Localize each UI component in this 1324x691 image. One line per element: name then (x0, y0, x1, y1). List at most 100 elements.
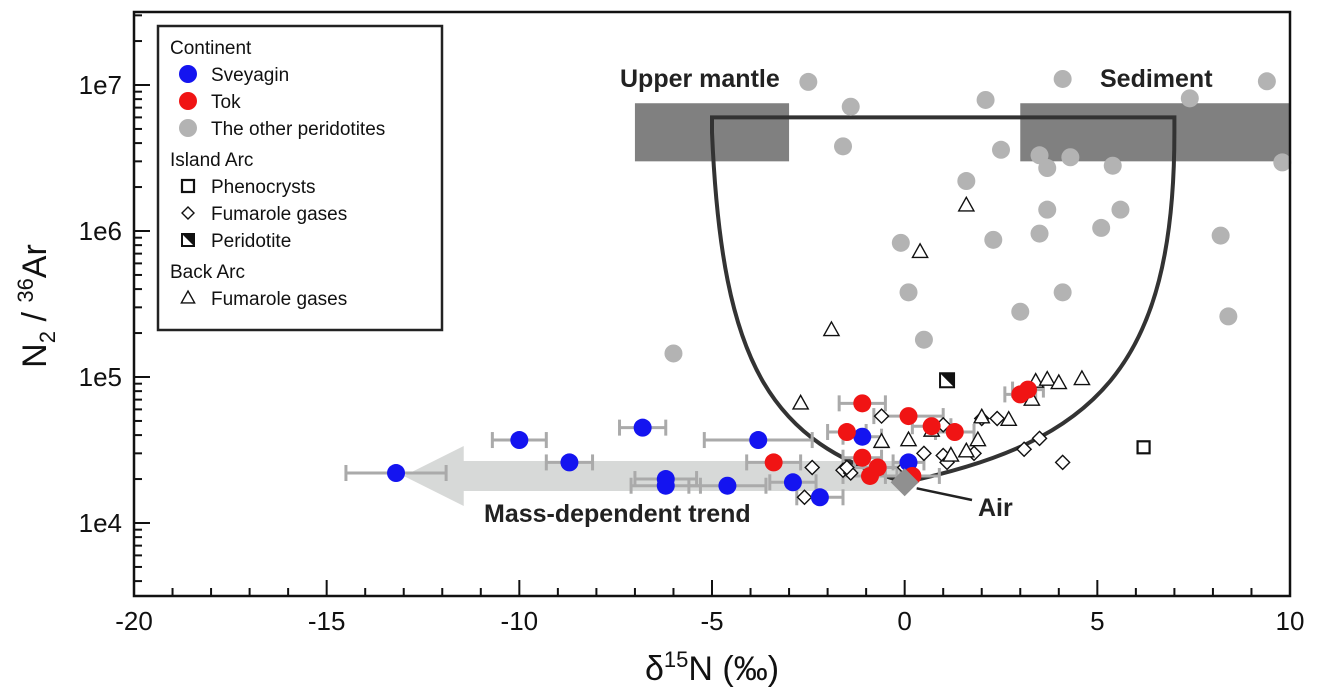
point-phenocrysts (1136, 440, 1151, 455)
legend-entry-label: Peridotite (211, 231, 291, 252)
point-the-other-peridotites (992, 140, 1010, 159)
y-axis-title-end: Ar (16, 244, 54, 278)
x-axis-title-main: N (‰) (688, 650, 779, 688)
point-peridotite-fill (940, 373, 955, 388)
legend-entry-label: Sveyagin (211, 65, 289, 86)
point-the-other-peridotites (1061, 148, 1080, 167)
air-label: Air (978, 494, 1013, 522)
point-tok (868, 458, 887, 477)
y-tick-label: 1e6 (79, 216, 122, 246)
legend-marker (179, 119, 197, 137)
point-fumarole-gases-back-arc (957, 441, 976, 458)
legend-marker (181, 206, 195, 220)
point-the-other-peridotites (891, 233, 910, 252)
point-tok (899, 407, 918, 426)
point-tok (764, 453, 783, 472)
point-the-other-peridotites (1038, 200, 1057, 219)
point-fumarole-gases (1054, 454, 1071, 471)
point-fumarole-gases-back-arc (969, 430, 987, 447)
upper-mantle-label: Upper mantle (620, 65, 780, 93)
point-sveyagin (387, 464, 406, 483)
point-fumarole-gases-back-arc (942, 446, 960, 462)
legend-marker-fill (182, 234, 194, 246)
x-tick-label: -5 (700, 606, 723, 636)
point-the-other-peridotites (957, 172, 976, 191)
point-the-other-peridotites (1219, 307, 1238, 326)
legend-entry-label: Fumarole gases (211, 289, 347, 310)
point-fumarole-gases (838, 459, 855, 476)
point-the-other-peridotites (834, 137, 853, 156)
point-fumarole-gases-back-arc (999, 410, 1018, 426)
point-fumarole-gases (989, 410, 1006, 427)
y-axis-title-mid: / (16, 303, 54, 331)
y-tick-label: 1e7 (79, 70, 122, 100)
point-the-other-peridotites (1053, 69, 1072, 88)
point-the-other-peridotites (1038, 159, 1057, 178)
y-axis-title-main: N (16, 343, 54, 368)
point-the-other-peridotites (1211, 226, 1230, 245)
point-fumarole-gases-back-arc (911, 242, 929, 259)
x-tick-label: 10 (1276, 606, 1305, 636)
y-axis-title-sub: 2 (35, 331, 60, 343)
point-fumarole-gases (1031, 430, 1048, 447)
legend-marker (180, 289, 196, 304)
point-sveyagin (899, 453, 918, 472)
point-the-other-peridotites (841, 97, 860, 116)
point-fumarole-gases-back-arc (899, 430, 918, 447)
sediment-region (1020, 103, 1290, 162)
point-the-other-peridotites (1103, 156, 1122, 175)
point-fumarole-gases (804, 459, 821, 476)
y-tick-label: 1e5 (79, 362, 122, 392)
point-the-other-peridotites (1180, 89, 1199, 108)
sediment-label: Sediment (1100, 65, 1213, 93)
ticks-layer: -20 -15 -10 -5 0 5 10 1e4 1e5 1e6 1e7 (79, 14, 1305, 636)
point-sveyagin (510, 431, 529, 450)
point-the-other-peridotites (1273, 153, 1292, 172)
point-fumarole-gases (796, 489, 813, 506)
point-fumarole-gases (873, 408, 890, 425)
point-tok (945, 423, 964, 442)
point-sveyagin (560, 453, 579, 472)
legend-group-title: Continent (170, 38, 252, 59)
x-tick-label: 5 (1090, 606, 1104, 636)
x-axis-title-sup: 15 (664, 647, 688, 672)
point-tok (1018, 380, 1037, 399)
point-the-other-peridotites (799, 72, 818, 91)
point-the-other-peridotites (664, 344, 683, 363)
point-fumarole-gases-back-arc (972, 407, 991, 424)
point-tok (837, 423, 856, 442)
x-tick-label: 0 (897, 606, 911, 636)
legend-entry-label: The other peridotites (211, 119, 385, 140)
point-sveyagin (633, 418, 652, 437)
point-sveyagin (810, 488, 829, 507)
legend-marker (181, 233, 195, 247)
point-sveyagin (718, 476, 737, 495)
point-fumarole-gases (1016, 441, 1033, 458)
legend-marker (179, 92, 197, 110)
x-tick-label: -15 (308, 606, 346, 636)
point-tok (853, 394, 872, 413)
air-leader-line (916, 487, 973, 502)
legend-marker (180, 178, 196, 194)
x-axis-title-prefix: δ (645, 650, 664, 688)
point-tok (853, 448, 872, 467)
point-fumarole-gases-back-arc (1050, 373, 1068, 390)
point-the-other-peridotites (1030, 224, 1049, 243)
x-tick-label: -20 (115, 606, 153, 636)
point-the-other-peridotites (1257, 72, 1276, 91)
point-fumarole-gases-back-arc (822, 320, 841, 337)
point-the-other-peridotites (914, 330, 933, 349)
point-sveyagin (853, 427, 872, 446)
point-fumarole-gases-back-arc (791, 393, 810, 410)
x-tick-label: -10 (501, 606, 539, 636)
point-sveyagin (783, 473, 802, 492)
air-marker (890, 468, 919, 497)
annotations-layer: Air Mass-dependent trend Upper mantle Sedim… (484, 65, 1213, 528)
point-fumarole-gases-back-arc (872, 432, 891, 449)
x-axis-title: δ15N (‰) (645, 647, 779, 688)
point-fumarole-gases-back-arc (1038, 370, 1057, 386)
point-the-other-peridotites (1053, 283, 1072, 302)
point-fumarole-gases-back-arc (957, 195, 976, 212)
point-the-other-peridotites (1092, 218, 1111, 237)
